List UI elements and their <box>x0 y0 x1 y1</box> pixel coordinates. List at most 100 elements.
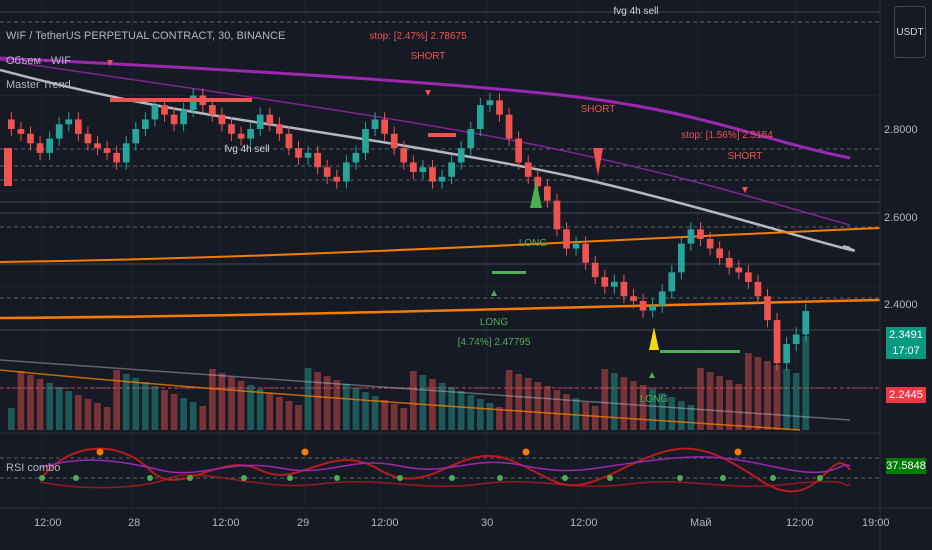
volume-bar <box>601 369 609 430</box>
time-label: 12:00 <box>570 517 598 529</box>
volume-bar <box>457 391 465 430</box>
price-tick: 2.8000 <box>884 124 918 136</box>
volume-bar <box>75 395 82 430</box>
volume-bar <box>362 392 369 430</box>
volume-bar <box>515 374 522 430</box>
candle-body <box>448 162 455 177</box>
candle-body <box>620 281 628 297</box>
candle-body <box>295 148 302 158</box>
candle-body <box>352 152 360 163</box>
candle-body <box>371 119 379 129</box>
volume-bar <box>314 372 321 430</box>
volume-bar <box>639 385 647 430</box>
volume-bar <box>697 368 704 430</box>
short-stop-line <box>428 133 456 137</box>
volume-bar <box>228 377 235 430</box>
rsi-pane <box>39 447 851 493</box>
candle-body <box>276 124 283 134</box>
volume-bar <box>410 371 417 430</box>
volume-bar <box>620 377 628 430</box>
short-triangle <box>742 187 748 193</box>
volume-bar <box>352 388 360 430</box>
long-triangle <box>649 372 655 378</box>
rsi-oversold-dot <box>817 475 823 481</box>
candle-body <box>553 200 561 230</box>
volume-bar <box>572 398 580 430</box>
time-label: 12:00 <box>212 517 240 529</box>
symbol-title[interactable]: WIF / TetherUS PERPETUAL CONTRACT, 30, B… <box>6 30 286 42</box>
candle-body <box>429 167 436 182</box>
candle-body <box>4 148 12 186</box>
candle-body <box>764 296 771 321</box>
candle-body <box>591 262 599 278</box>
candle-body <box>151 105 159 120</box>
volume-bar <box>371 396 379 430</box>
candle-body <box>687 229 695 244</box>
volume-bar <box>17 371 25 430</box>
short-triangle <box>107 60 113 66</box>
candle-body <box>477 105 484 129</box>
candle-body <box>515 138 522 163</box>
annotation-label: LONG <box>480 317 509 328</box>
candle-body <box>467 129 475 149</box>
volume-bar <box>189 402 197 430</box>
candle-body <box>601 277 609 287</box>
candle-body <box>323 167 331 177</box>
volume-tag: 2.2445 <box>886 387 926 403</box>
long-arrow-yellow <box>649 327 659 350</box>
volume-legend[interactable]: Объем · WIF <box>6 55 71 67</box>
candle-body <box>36 143 44 153</box>
volume-bar <box>103 407 111 430</box>
rsi-oversold-dot <box>677 475 683 481</box>
volume-bar <box>524 378 532 430</box>
annotation-label: fvg 4h sell <box>224 144 269 155</box>
volume-bar <box>553 390 561 430</box>
rsi-oversold-dot <box>73 475 79 481</box>
rsi-lower-line <box>39 474 851 489</box>
candle-body <box>333 176 341 182</box>
volume-bar <box>505 370 513 430</box>
ma-orange-line <box>0 227 881 263</box>
candle-body <box>247 129 254 139</box>
volume-bar <box>658 393 666 430</box>
volume-bar <box>122 374 130 430</box>
volume-bar <box>323 376 331 430</box>
grid-lines <box>0 0 880 508</box>
volume-bar <box>486 403 494 430</box>
volume-bar <box>113 370 120 430</box>
candle-body <box>381 119 388 134</box>
candle-body <box>209 105 216 115</box>
volume-bar <box>534 382 542 430</box>
volume-bar <box>716 376 723 430</box>
volume-bar <box>678 401 685 430</box>
last-price-tag: 2.3491 <box>886 327 926 343</box>
time-label: Май <box>690 517 712 529</box>
candle-body <box>745 272 752 282</box>
master-trend-legend[interactable]: Master Trend <box>6 79 71 91</box>
volume-bars <box>8 336 810 430</box>
currency-badge[interactable]: USDT <box>894 6 926 58</box>
volume-bar <box>773 365 781 430</box>
candle-body <box>410 162 417 172</box>
volume-bar <box>161 390 168 430</box>
short-triangle <box>425 90 431 96</box>
volume-bar <box>84 399 92 430</box>
volume-bar <box>27 375 34 430</box>
long-arrow <box>530 180 542 208</box>
volume-bar <box>735 384 743 430</box>
rsi-oversold-dot <box>287 475 293 481</box>
volume-bar <box>8 408 15 430</box>
candle-body <box>438 176 446 182</box>
volume-bar <box>448 387 455 430</box>
candle-body <box>94 143 101 149</box>
rsi-legend[interactable]: RSI combo <box>6 462 61 474</box>
rsi-oversold-dot <box>147 475 153 481</box>
rsi-oversold-dot <box>241 475 247 481</box>
candle-body <box>161 105 168 115</box>
volume-bar <box>36 379 44 430</box>
volume-bar <box>94 403 101 430</box>
candle-body <box>343 162 350 182</box>
candle-body <box>496 100 503 115</box>
volume-bar <box>687 405 695 430</box>
